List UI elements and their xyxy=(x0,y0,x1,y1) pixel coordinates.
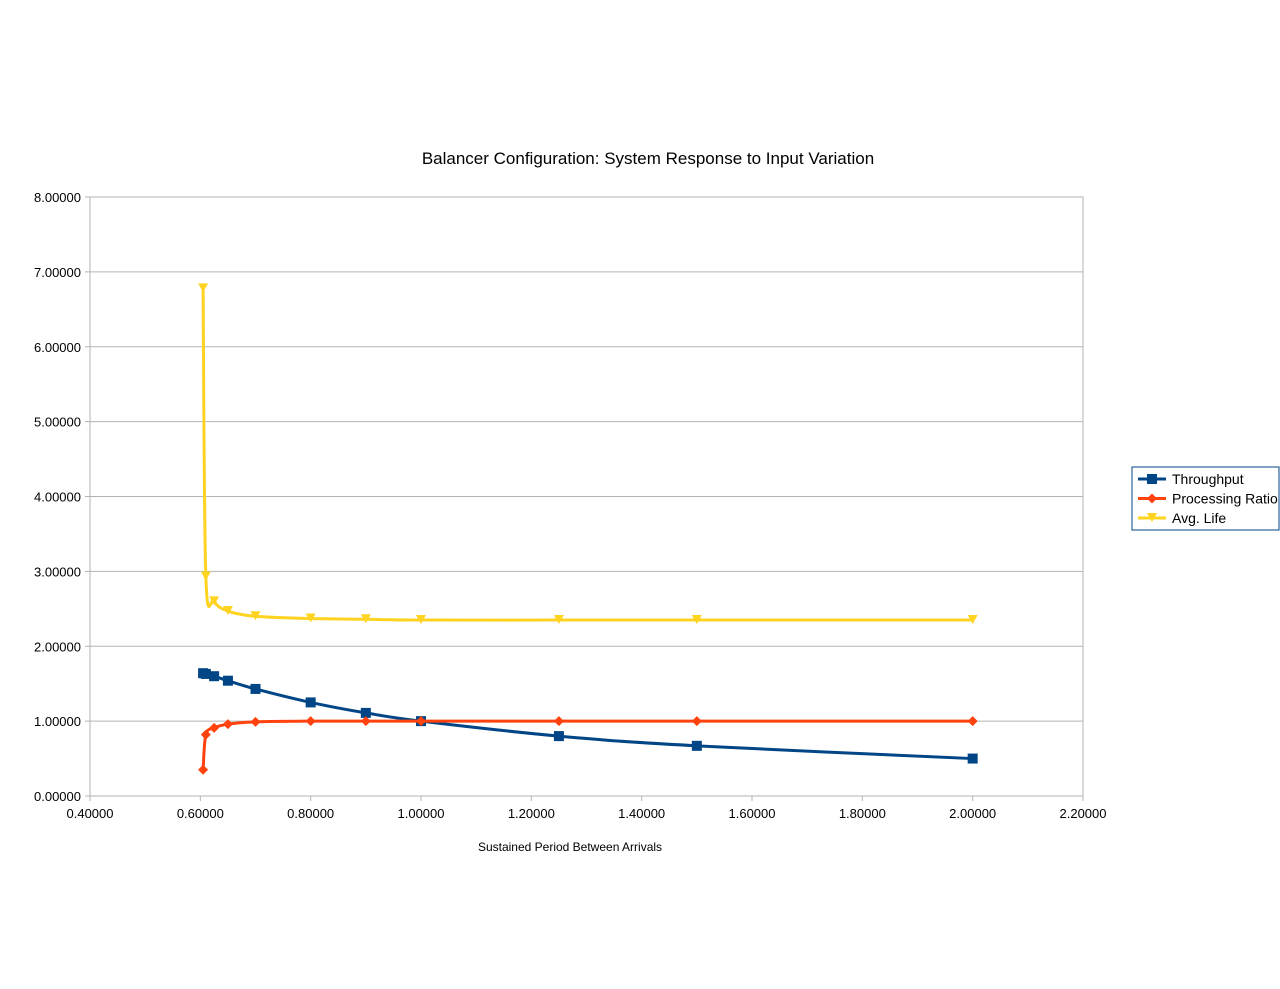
series-throughput xyxy=(198,668,978,764)
data-point-processing-ratio xyxy=(209,722,220,733)
data-point-processing-ratio xyxy=(198,764,209,775)
x-tick-label: 0.80000 xyxy=(287,806,334,821)
data-point-throughput xyxy=(222,675,233,686)
data-point-processing-ratio xyxy=(691,716,702,727)
data-point-processing-ratio xyxy=(360,716,371,727)
data-point-processing-ratio xyxy=(305,716,316,727)
y-tick-label: 2.00000 xyxy=(34,639,81,654)
y-tick-label: 7.00000 xyxy=(34,265,81,280)
legend-item-processing-ratio: Processing Ratio xyxy=(1138,491,1278,507)
y-tick-label: 5.00000 xyxy=(34,415,81,430)
x-tick-label: 1.60000 xyxy=(729,806,776,821)
data-point-processing-ratio xyxy=(250,716,261,727)
data-point-avg-life xyxy=(200,571,211,581)
chart-title: Balancer Configuration: System Response … xyxy=(422,149,874,168)
legend: Throughput Processing Ratio Avg. Life xyxy=(1131,466,1280,531)
y-axis: 0.00000 1.00000 2.00000 3.00000 4.00000 5.000… xyxy=(34,190,90,804)
data-point-avg-life xyxy=(553,615,564,625)
data-point-processing-ratio xyxy=(553,716,564,727)
legend-marker-avg-life xyxy=(1147,513,1157,522)
x-axis-label: Sustained Period Between Arrivals xyxy=(478,840,662,854)
series-line-processing-ratio xyxy=(201,719,975,772)
y-tick-label: 8.00000 xyxy=(34,190,81,205)
legend-label: Throughput xyxy=(1172,471,1244,487)
data-point-throughput xyxy=(360,707,371,718)
data-point-throughput xyxy=(967,753,978,764)
data-point-avg-life xyxy=(360,614,371,624)
legend-label: Processing Ratio xyxy=(1172,491,1278,507)
data-point-processing-ratio xyxy=(967,716,978,727)
series-line-throughput xyxy=(201,671,975,761)
data-point-avg-life xyxy=(222,606,233,616)
series-avg-life xyxy=(198,283,978,625)
data-point-throughput xyxy=(553,731,564,742)
legend-marker-processing-ratio xyxy=(1147,493,1157,504)
x-tick-label: 0.40000 xyxy=(67,806,114,821)
data-point-avg-life xyxy=(209,596,220,606)
data-point-throughput xyxy=(691,740,702,751)
y-tick-label: 3.00000 xyxy=(34,564,81,579)
legend-marker-throughput xyxy=(1147,474,1157,484)
x-tick-label: 2.00000 xyxy=(949,806,996,821)
data-point-throughput xyxy=(200,668,211,679)
legend-item-avg-life: Avg. Life xyxy=(1138,510,1226,526)
x-tick-label: 1.00000 xyxy=(398,806,445,821)
y-tick-label: 4.00000 xyxy=(34,490,81,505)
data-point-throughput xyxy=(209,671,220,682)
data-point-processing-ratio xyxy=(222,719,233,730)
y-tick-label: 0.00000 xyxy=(34,789,81,804)
legend-label: Avg. Life xyxy=(1172,510,1226,526)
x-tick-label: 2.20000 xyxy=(1060,806,1107,821)
data-point-avg-life xyxy=(250,611,261,621)
data-point-avg-life xyxy=(967,615,978,625)
x-tick-label: 1.40000 xyxy=(618,806,665,821)
y-tick-label: 6.00000 xyxy=(34,340,81,355)
data-point-avg-life xyxy=(691,615,702,625)
series-group xyxy=(198,283,978,775)
legend-item-throughput: Throughput xyxy=(1138,471,1244,487)
x-axis: 0.40000 0.60000 0.80000 1.00000 1.20000 1.400… xyxy=(67,796,1107,821)
y-tick-label: 1.00000 xyxy=(34,714,81,729)
data-point-throughput xyxy=(305,697,316,708)
series-line-avg-life xyxy=(201,286,975,622)
data-point-avg-life xyxy=(305,613,316,623)
data-point-processing-ratio xyxy=(416,716,426,727)
gridlines xyxy=(90,196,1083,797)
x-tick-label: 1.20000 xyxy=(508,806,555,821)
data-point-processing-ratio xyxy=(200,729,211,740)
series-processing-ratio xyxy=(198,716,978,775)
x-tick-label: 1.80000 xyxy=(839,806,886,821)
data-point-avg-life xyxy=(198,283,209,293)
data-point-throughput xyxy=(250,683,261,694)
data-point-avg-life xyxy=(416,615,426,625)
x-tick-label: 0.60000 xyxy=(177,806,224,821)
